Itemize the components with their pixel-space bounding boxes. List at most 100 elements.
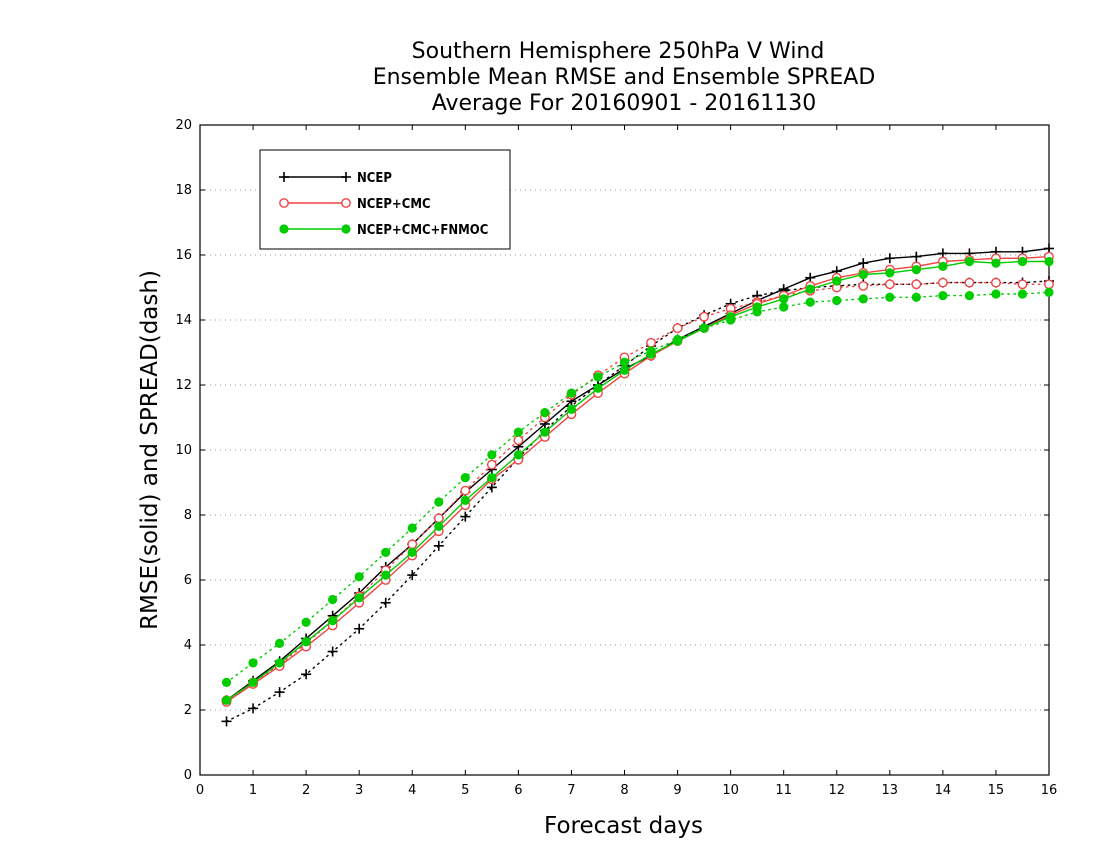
spread-point bbox=[248, 703, 259, 714]
spread-point bbox=[274, 638, 285, 648]
x-tick-label: 8 bbox=[620, 783, 628, 798]
spread-point bbox=[433, 513, 444, 524]
x-tick-label: 12 bbox=[828, 783, 845, 798]
spread-point bbox=[1044, 279, 1054, 290]
x-tick-label: 14 bbox=[935, 783, 952, 798]
y-tick-label: 6 bbox=[184, 573, 192, 588]
rmse-point bbox=[248, 677, 258, 687]
spread-point bbox=[832, 295, 842, 306]
rmse-point bbox=[328, 616, 338, 626]
spread-point bbox=[964, 291, 975, 301]
spread-point bbox=[540, 408, 550, 418]
rmse-line bbox=[226, 255, 1050, 703]
rmse-point bbox=[884, 253, 895, 264]
spread-point bbox=[407, 570, 418, 581]
spread-point bbox=[328, 594, 338, 605]
spread-point bbox=[460, 485, 471, 496]
y-tick-label: 8 bbox=[184, 508, 192, 523]
rmse-point bbox=[460, 495, 470, 505]
x-tick-label: 10 bbox=[722, 783, 739, 798]
rmse-point bbox=[646, 349, 656, 359]
spread-point bbox=[380, 597, 391, 608]
y-tick-label: 4 bbox=[184, 638, 192, 653]
rmse-point bbox=[566, 404, 577, 414]
x-tick-label: 7 bbox=[567, 783, 575, 798]
rmse-point bbox=[858, 258, 869, 269]
spread-point bbox=[991, 277, 1001, 288]
legend-marker bbox=[341, 224, 351, 234]
rmse-point bbox=[513, 450, 523, 460]
chart-title: Southern Hemisphere 250hPa V Wind Ensemb… bbox=[373, 39, 876, 116]
spread-point bbox=[513, 427, 523, 437]
rmse-point bbox=[858, 269, 868, 280]
spread-point bbox=[699, 311, 709, 322]
spread-point bbox=[593, 372, 603, 382]
rmse-point bbox=[407, 547, 417, 557]
spread-point bbox=[991, 289, 1001, 299]
spread-line bbox=[225, 281, 1050, 701]
chart-title-line-2: Ensemble Mean RMSE and Ensemble SPREAD bbox=[373, 65, 876, 90]
legend-label: NCEP bbox=[357, 171, 392, 186]
rmse-point bbox=[540, 427, 550, 437]
spread-point bbox=[354, 623, 365, 634]
rmse-point bbox=[805, 284, 815, 294]
legend-marker bbox=[279, 198, 289, 208]
spread-point bbox=[407, 523, 417, 533]
x-tick-label: 9 bbox=[673, 783, 681, 798]
x-axis-label: Forecast days bbox=[544, 813, 703, 839]
x-tick-label: 3 bbox=[355, 783, 363, 798]
spread-point bbox=[858, 280, 869, 291]
rmse-line bbox=[226, 247, 1050, 701]
y-axis-label: RMSE(solid) and SPREAD(dash) bbox=[137, 270, 163, 630]
spread-point bbox=[513, 435, 524, 446]
y-tick-label: 20 bbox=[175, 118, 192, 133]
series-0 bbox=[221, 243, 1054, 727]
rmse-point bbox=[593, 383, 603, 393]
rmse-point bbox=[434, 521, 444, 531]
spread-point bbox=[460, 473, 470, 483]
spread-point bbox=[407, 539, 418, 550]
spread-point bbox=[805, 297, 815, 307]
series bbox=[221, 243, 1054, 727]
legend-entry: NCEP+CMC+FNMOC bbox=[279, 223, 488, 238]
x-tick-label: 1 bbox=[249, 783, 257, 798]
legend-marker bbox=[341, 172, 351, 182]
x-tick-label: 13 bbox=[882, 783, 899, 798]
spread-point bbox=[460, 511, 471, 522]
chart-title-line-1: Southern Hemisphere 250hPa V Wind bbox=[412, 39, 825, 64]
spread-point bbox=[937, 277, 948, 288]
spread-point bbox=[434, 497, 444, 507]
spread-point bbox=[779, 302, 789, 312]
legend: NCEP NCEP+CMC NCEP+CMC+FNMOC bbox=[259, 149, 511, 250]
series-2 bbox=[221, 256, 1054, 705]
spread-point bbox=[858, 294, 868, 304]
legend-marker bbox=[279, 172, 289, 182]
x-tick-label: 6 bbox=[514, 783, 522, 798]
rmse-point bbox=[221, 695, 232, 705]
x-tick-label: 16 bbox=[1041, 783, 1058, 798]
spread-point bbox=[566, 388, 577, 398]
spread-point bbox=[221, 716, 232, 727]
x-tick-label: 5 bbox=[461, 783, 469, 798]
rmse-point bbox=[911, 251, 922, 262]
spread-point bbox=[619, 357, 630, 367]
rmse-point bbox=[672, 336, 683, 346]
rmse-point bbox=[726, 312, 736, 322]
y-tick-label: 14 bbox=[175, 313, 192, 328]
rmse-point bbox=[274, 658, 285, 668]
spread-point bbox=[487, 450, 497, 460]
rmse-point bbox=[911, 265, 921, 275]
spread-point bbox=[964, 277, 975, 288]
rmse-point bbox=[885, 268, 895, 278]
spread-point bbox=[221, 677, 232, 687]
y-tick-label: 16 bbox=[175, 248, 192, 263]
spread-point bbox=[248, 658, 258, 668]
rmse-line bbox=[226, 260, 1049, 701]
spread-point bbox=[1017, 279, 1028, 290]
x-tick-label: 0 bbox=[196, 783, 204, 798]
legend-box bbox=[259, 149, 511, 250]
y-tick-label: 0 bbox=[184, 768, 192, 783]
spread-point bbox=[433, 540, 444, 551]
